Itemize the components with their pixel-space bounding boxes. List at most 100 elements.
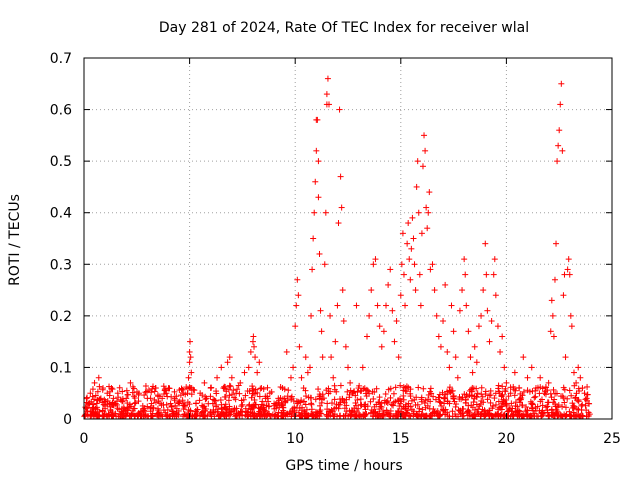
noise-point	[403, 383, 410, 390]
noise-point	[432, 396, 439, 403]
data-point	[564, 266, 571, 273]
noise-point	[84, 394, 91, 401]
noise-point	[465, 407, 472, 414]
noise-point	[258, 401, 265, 408]
noise-point	[553, 390, 560, 397]
data-point	[186, 348, 193, 355]
noise-point	[222, 393, 229, 400]
noise-point	[328, 407, 335, 414]
data-point	[298, 374, 305, 381]
noise-point	[542, 384, 549, 391]
noise-point	[256, 393, 263, 400]
noise-point	[162, 409, 169, 416]
noise-point	[560, 394, 567, 401]
noise-point	[323, 412, 330, 419]
noise-point	[444, 398, 451, 405]
data-point	[497, 348, 504, 355]
noise-point	[416, 405, 423, 412]
noise-point	[347, 387, 354, 394]
noise-point	[418, 396, 425, 403]
noise-point	[364, 403, 371, 410]
data-point	[503, 379, 510, 386]
data-point	[328, 354, 335, 361]
data-point	[511, 369, 518, 376]
noise-point	[106, 392, 113, 399]
noise-point	[482, 411, 489, 418]
noise-point	[312, 396, 319, 403]
noise-point	[142, 389, 149, 396]
noise-point	[239, 401, 246, 408]
noise-point	[400, 387, 407, 394]
data-point	[414, 158, 421, 165]
noise-point	[266, 403, 273, 410]
noise-point	[455, 407, 462, 414]
x-tick-label: 5	[185, 431, 194, 447]
noise-point	[307, 394, 314, 401]
data-point	[385, 281, 392, 288]
noise-point	[144, 403, 151, 410]
noise-point	[582, 396, 589, 403]
data-point	[368, 287, 375, 294]
data-point	[407, 276, 414, 283]
data-point	[353, 302, 360, 309]
noise-point	[418, 412, 425, 419]
noise-point	[193, 400, 200, 407]
noise-point	[382, 390, 389, 397]
data-point	[315, 194, 322, 201]
noise-point	[354, 396, 361, 403]
data-point	[550, 333, 557, 340]
noise-point	[404, 407, 411, 414]
data-point	[338, 204, 345, 211]
data-point	[317, 307, 324, 314]
noise-point	[539, 385, 546, 392]
data-point	[322, 209, 329, 216]
data-point	[187, 338, 194, 345]
noise-point	[440, 407, 447, 414]
noise-point	[299, 404, 306, 411]
noise-point	[570, 409, 577, 416]
noise-point	[537, 398, 544, 405]
data-point	[309, 266, 316, 273]
data-point	[570, 369, 577, 376]
noise-point	[502, 385, 509, 392]
noise-point	[325, 408, 332, 415]
data-point	[469, 369, 476, 376]
data-point	[335, 220, 342, 227]
noise-point	[421, 400, 428, 407]
noise-point	[516, 396, 523, 403]
noise-point	[166, 413, 173, 420]
noise-point	[555, 402, 562, 409]
noise-point	[237, 408, 244, 415]
noise-point	[367, 398, 374, 405]
data-point	[480, 287, 487, 294]
noise-point	[357, 396, 364, 403]
data-point	[520, 354, 527, 361]
noise-point	[235, 382, 242, 389]
noise-point	[199, 409, 206, 416]
noise-point	[277, 395, 284, 402]
data-point	[462, 271, 469, 278]
noise-point	[427, 398, 434, 405]
data-point	[296, 343, 303, 350]
data-point	[426, 189, 433, 196]
noise-point	[190, 386, 197, 393]
noise-point	[99, 413, 106, 420]
x-tick-label: 0	[80, 431, 89, 447]
data-point	[418, 230, 425, 237]
data-point	[417, 302, 424, 309]
chart-title: Day 281 of 2024, Rate Of TEC Index for r…	[159, 20, 529, 36]
data-point	[398, 261, 405, 268]
noise-point	[249, 387, 256, 394]
noise-point	[521, 413, 528, 420]
data-point	[306, 364, 313, 371]
y-tick-label: 0.3	[50, 257, 72, 273]
data-point	[370, 261, 377, 268]
noise-point	[275, 413, 282, 420]
noise-point	[317, 410, 324, 417]
noise-point	[550, 386, 557, 393]
data-point	[444, 348, 451, 355]
noise-point	[372, 409, 379, 416]
noise-point	[132, 399, 139, 406]
noise-point	[495, 398, 502, 405]
data-point	[554, 158, 561, 165]
